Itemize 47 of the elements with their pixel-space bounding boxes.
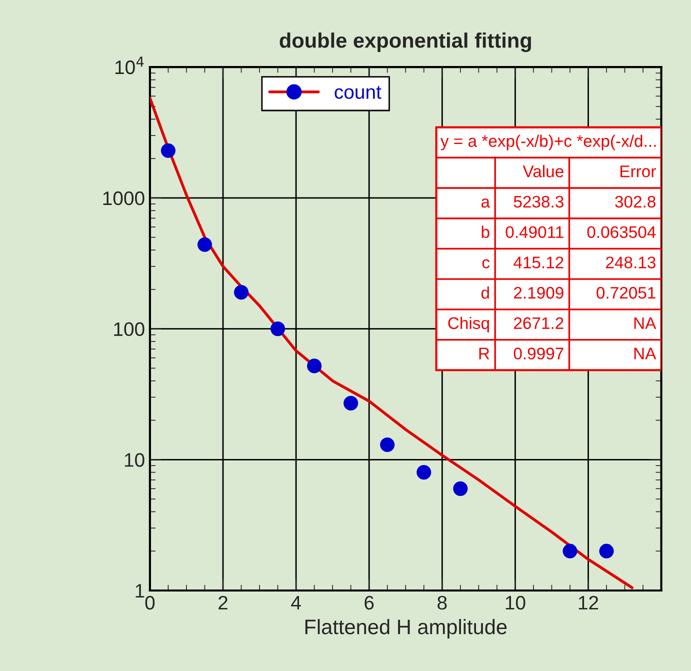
annotation: 2.1909 [514, 286, 564, 299]
annotation: c [482, 259, 490, 268]
point [307, 358, 322, 374]
point [599, 544, 614, 558]
annotation: b [482, 226, 490, 238]
annotation: 0.063504 [587, 226, 656, 238]
annotation: 415.12 [514, 256, 564, 268]
y-tick-label: 1 [136, 584, 144, 598]
annotation: 0.49011 [506, 226, 564, 238]
y-tick-label: 1000 [103, 191, 144, 206]
x-tick-label: 4 [291, 596, 301, 610]
y-tick-label: 10$^{4}$ [115, 56, 144, 74]
x-tick-label: 10 [506, 596, 526, 610]
point [270, 322, 286, 336]
annotation: NA [634, 317, 656, 329]
point [416, 465, 432, 480]
x-tick-label: 6 [364, 596, 374, 610]
point [344, 396, 358, 410]
annotation: y = a *exp(-x/b)+c *exp(-x/d... [440, 134, 656, 150]
y-tick-label: 10 [124, 453, 144, 467]
point [380, 437, 395, 452]
point [160, 143, 176, 158]
annotation: 248.13 [606, 256, 656, 268]
point [197, 237, 212, 252]
annotation: Value [522, 165, 564, 178]
annotation: 0.9997 [514, 348, 564, 360]
legend-label: count [334, 86, 382, 99]
x-tick-label: 2 [218, 596, 228, 610]
point [234, 285, 249, 300]
annotation: 2671.2 [514, 317, 564, 330]
annotation: R [479, 348, 490, 360]
annotation: a [481, 198, 490, 208]
annotation: 302.8 [615, 196, 656, 208]
x-tick-label: 12 [578, 596, 598, 610]
x-tick-label: 8 [438, 596, 447, 610]
annotation: NA [634, 348, 656, 360]
annotation: Error [620, 166, 656, 178]
annotation: d [481, 286, 489, 299]
annotation: 5238.3 [514, 196, 564, 208]
x-tick-label: 0 [145, 596, 155, 610]
annotation: 0.72051 [596, 286, 656, 299]
x-axis-title: Flattened H amplitude [305, 619, 507, 638]
chart-title: double exponential fitting [280, 32, 531, 52]
y-tick-label: 100 [114, 322, 144, 336]
point [453, 481, 468, 496]
annotation: Chisq [448, 316, 489, 332]
point [562, 544, 578, 558]
